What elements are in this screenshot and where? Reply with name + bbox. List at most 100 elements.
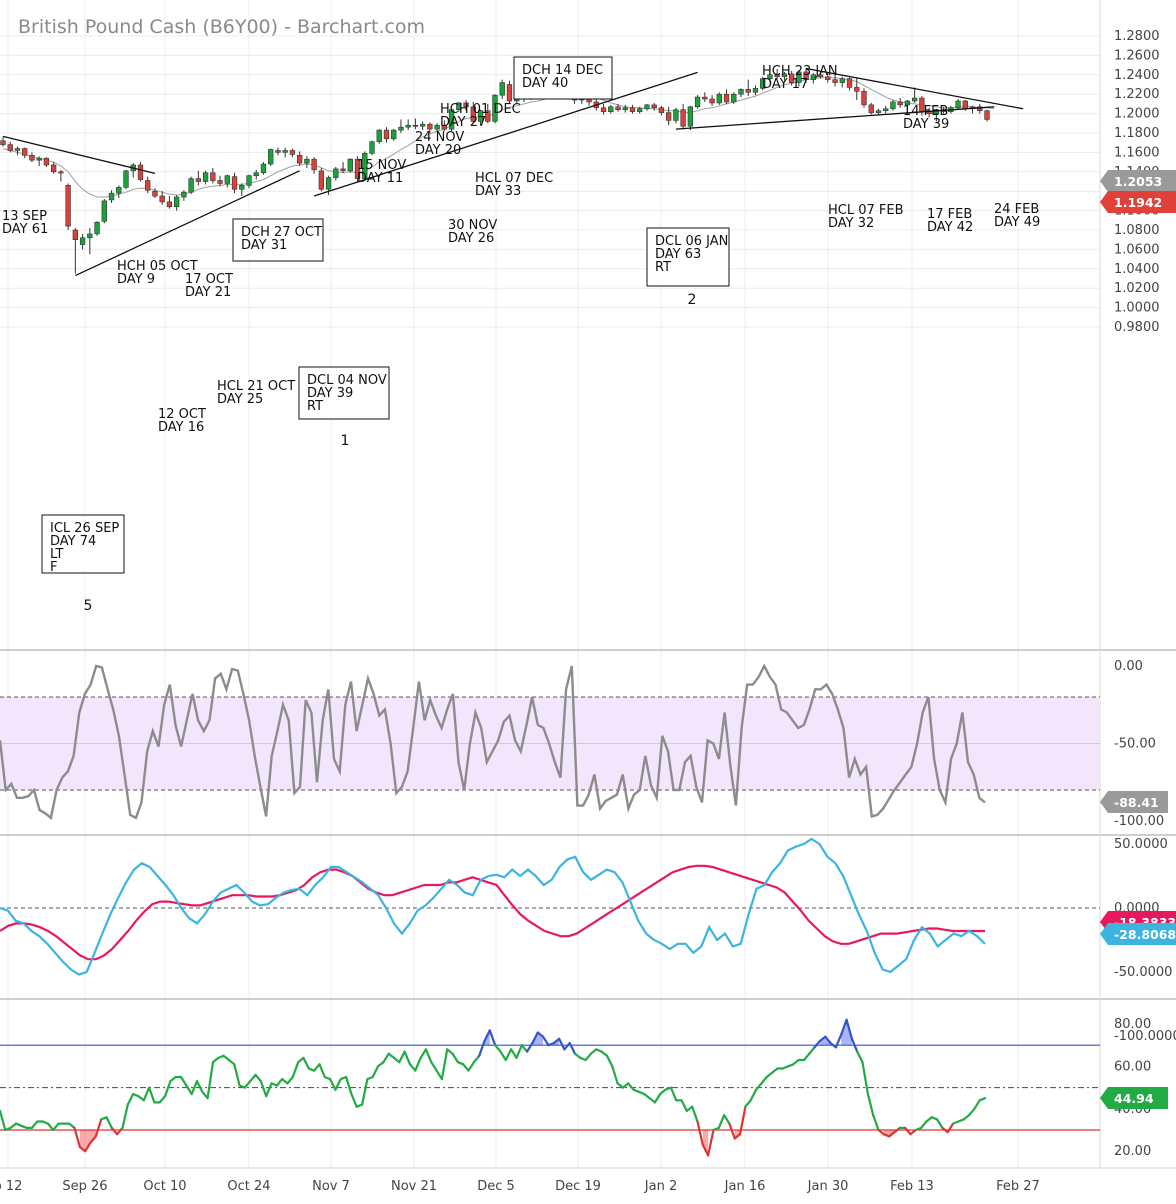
annotation-box bbox=[41, 514, 125, 574]
rsi-segment bbox=[164, 1080, 172, 1098]
macd-last-tag: -28.8068 bbox=[1114, 927, 1176, 942]
candle-down bbox=[745, 89, 751, 93]
candle-up bbox=[904, 100, 911, 106]
candle-down bbox=[774, 74, 780, 78]
chart-title: British Pound Cash (B6Y00) - Barchart.co… bbox=[18, 16, 425, 38]
rsi-segment bbox=[494, 1044, 502, 1053]
x-tick-label: Feb 13 bbox=[890, 1179, 934, 1194]
rsi-segment bbox=[297, 1056, 305, 1064]
rsi-segment bbox=[483, 1029, 491, 1043]
rsi-overbought-fill bbox=[819, 1036, 831, 1046]
candle-down bbox=[629, 107, 636, 112]
rsi-segment bbox=[286, 1075, 294, 1085]
annotation-text: DAY 27 bbox=[440, 115, 486, 130]
rsi-segment bbox=[573, 1052, 582, 1060]
willr-last-tag-bg bbox=[1100, 791, 1168, 813]
rsi-segment bbox=[973, 1099, 981, 1110]
candle-down bbox=[463, 102, 469, 108]
annotation-text: DAY 33 bbox=[475, 184, 521, 199]
candle-down bbox=[29, 155, 35, 161]
candle-up bbox=[325, 177, 332, 190]
rsi-segment bbox=[967, 1107, 976, 1117]
rsi-segment bbox=[0, 1109, 7, 1132]
y-tick-label: 1.0800 bbox=[1114, 223, 1160, 238]
annotation-text: DAY 42 bbox=[927, 220, 973, 235]
candle-down bbox=[441, 124, 448, 130]
annotation-box bbox=[513, 56, 613, 100]
candle-up bbox=[673, 109, 679, 121]
candle-down bbox=[984, 110, 990, 120]
rsi-segment bbox=[845, 1018, 854, 1040]
candle-up bbox=[637, 108, 643, 112]
y-tick-label: 1.2000 bbox=[1114, 107, 1160, 122]
rsi-segment bbox=[621, 1082, 630, 1089]
rsi-segment bbox=[728, 1122, 736, 1140]
candle-up bbox=[398, 126, 404, 131]
annotation-text: DAY 63 bbox=[655, 247, 701, 262]
rsi-segment bbox=[850, 1037, 859, 1053]
rsi-segment bbox=[419, 1048, 427, 1060]
rsi-segment bbox=[760, 1075, 768, 1085]
rsi-segment bbox=[919, 1120, 928, 1130]
candle-down bbox=[854, 87, 860, 92]
x-tick-label: Jan 30 bbox=[807, 1179, 849, 1194]
candle-up bbox=[239, 185, 245, 190]
annotation-text: DAY 20 bbox=[415, 143, 461, 158]
candle-up bbox=[492, 94, 498, 122]
candle-down bbox=[7, 144, 13, 151]
y-tick-label: 1.0200 bbox=[1114, 281, 1160, 296]
rsi-segment bbox=[462, 1063, 470, 1072]
rsi-segment bbox=[552, 1037, 561, 1045]
rsi-y-tick: 80.00 bbox=[1114, 1017, 1151, 1032]
candle-down bbox=[506, 84, 513, 102]
annotation-text: RT bbox=[307, 399, 323, 414]
rsi-segment bbox=[978, 1097, 987, 1102]
x-tick-label: Jan 2 bbox=[644, 1179, 677, 1194]
candle-up bbox=[875, 110, 882, 113]
candle-down bbox=[0, 140, 6, 145]
annotation-text: DCH 14 DEC bbox=[522, 63, 603, 78]
rsi-segment bbox=[451, 1052, 459, 1064]
rsi-segment bbox=[408, 1063, 417, 1072]
rsi-segment bbox=[515, 1044, 523, 1060]
candle-up bbox=[760, 78, 766, 89]
candle-down bbox=[723, 93, 730, 103]
wave-label: 2 bbox=[688, 292, 697, 308]
rsi-segment bbox=[158, 1094, 167, 1104]
rsi-segment bbox=[824, 1035, 832, 1045]
annotation-text: LT bbox=[50, 547, 63, 562]
rsi-segment bbox=[376, 1061, 385, 1068]
annotation-text: DAY 49 bbox=[994, 215, 1040, 230]
rsi-segment bbox=[392, 1056, 401, 1064]
rsi-segment bbox=[446, 1048, 454, 1055]
rsi-segment bbox=[387, 1052, 396, 1060]
candle-down bbox=[615, 106, 621, 111]
annotation-text: DAY 40 bbox=[522, 76, 568, 91]
rsi-segment bbox=[227, 1058, 236, 1066]
annotation-text: RT bbox=[655, 260, 671, 275]
candle-up bbox=[347, 158, 353, 172]
rsi-segment bbox=[589, 1048, 598, 1055]
candle-down bbox=[485, 110, 491, 122]
willr-line bbox=[0, 663, 986, 821]
candle-down bbox=[383, 129, 390, 140]
rsi-segment bbox=[669, 1086, 678, 1102]
candle-down bbox=[43, 157, 50, 166]
rsi-segment bbox=[488, 1029, 497, 1047]
rsi-segment bbox=[398, 1050, 406, 1064]
candle-down bbox=[72, 229, 79, 240]
rsi-y-tick: 20.00 bbox=[1114, 1144, 1151, 1159]
last-price-tag-bg bbox=[1100, 170, 1176, 192]
y-tick-label: 1.0000 bbox=[1114, 301, 1160, 316]
x-tick-label: Sep 26 bbox=[62, 1179, 107, 1194]
rsi-oversold-fill bbox=[79, 1130, 96, 1152]
candle-down bbox=[846, 78, 853, 88]
annotation-text: 15 NOV bbox=[357, 158, 406, 173]
candle-down bbox=[427, 123, 433, 130]
rsi-segment bbox=[563, 1041, 571, 1051]
y-tick-label: 1.2200 bbox=[1114, 87, 1160, 102]
rsi-segment bbox=[222, 1054, 230, 1062]
rsi-segment bbox=[142, 1086, 151, 1102]
rsi-segment bbox=[903, 1126, 912, 1136]
